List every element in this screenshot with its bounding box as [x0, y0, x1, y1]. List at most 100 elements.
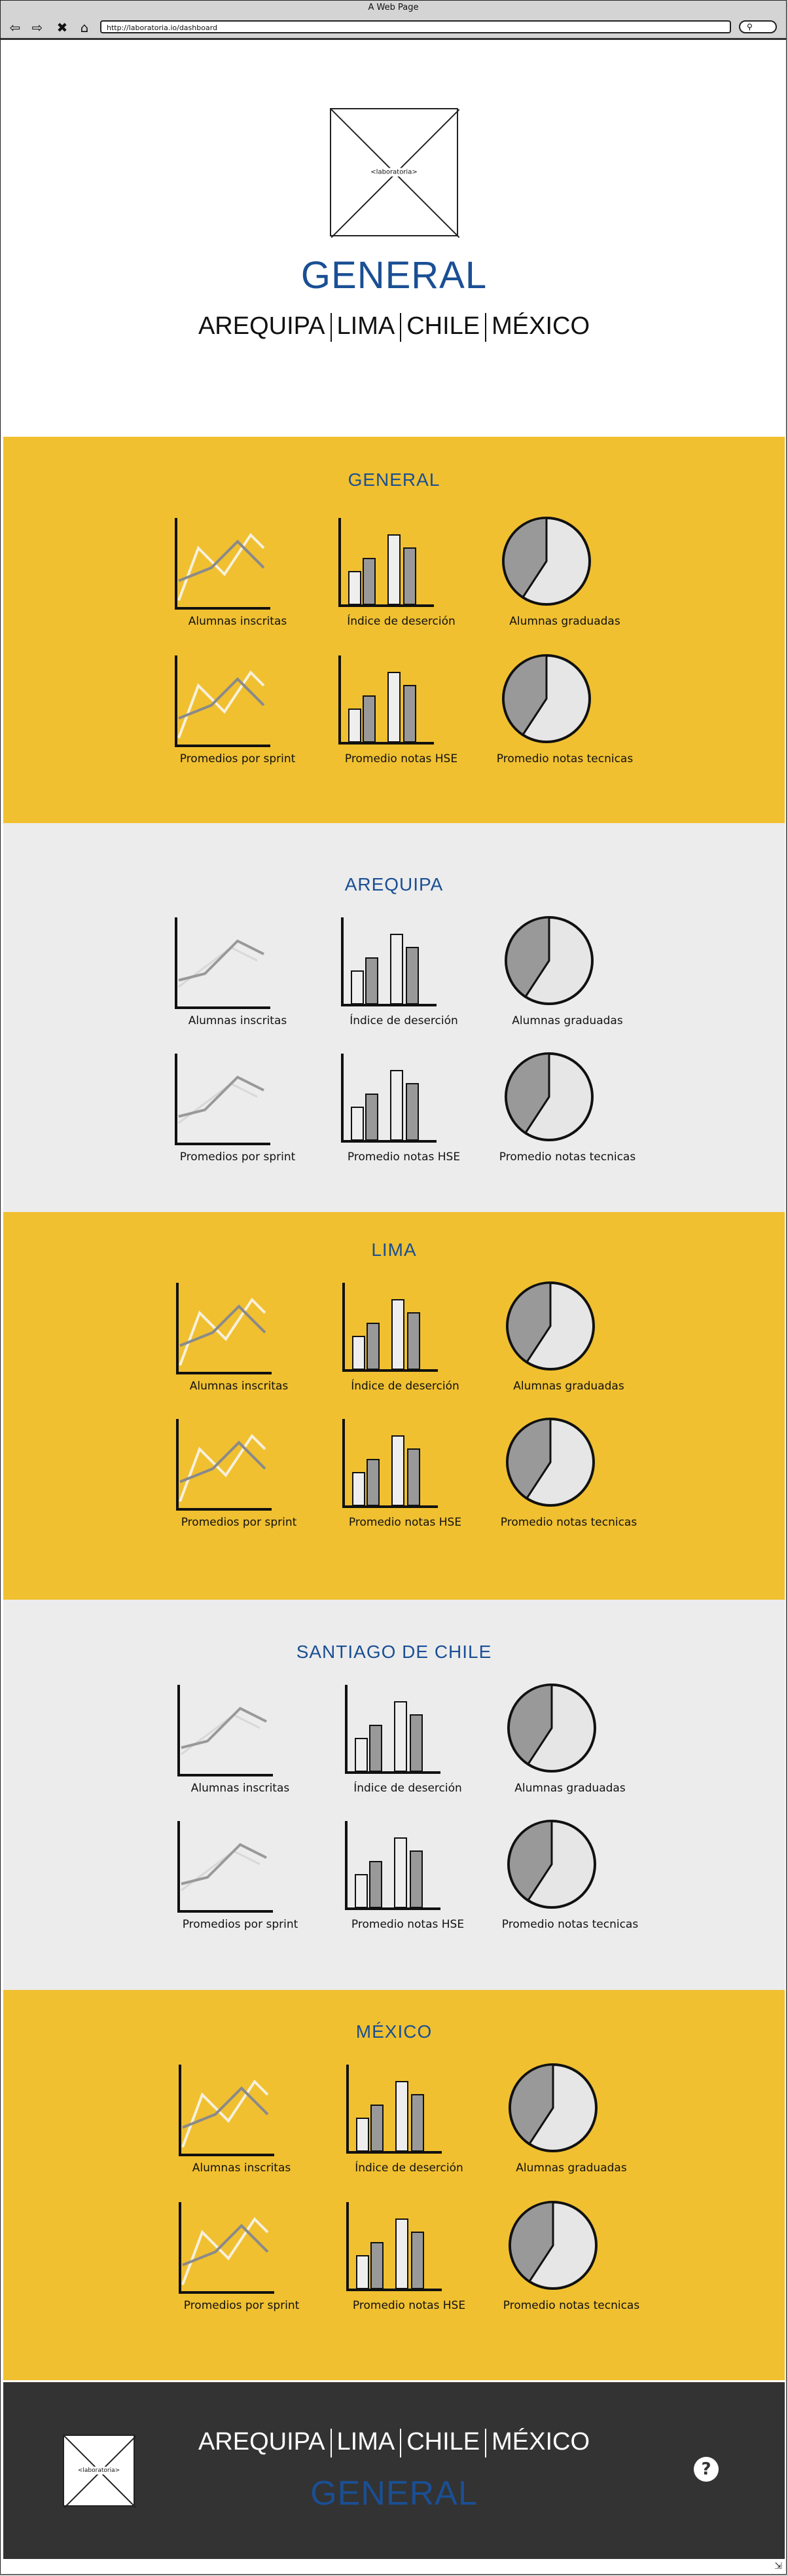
chart-bar — [351, 1107, 364, 1141]
chart-card[interactable]: Alumnas graduadas — [499, 515, 630, 633]
chart-label: Alumnas graduadas — [512, 1014, 623, 1027]
dashboard-section: GENERAL Alumnas inscritas Índice de deserc… — [3, 437, 785, 823]
chart-card[interactable]: Alumnas inscritas — [172, 915, 303, 1033]
chart-label: Promedio notas HSE — [352, 2299, 466, 2312]
chart-series-line — [182, 2224, 269, 2266]
chart-bar — [351, 970, 364, 1004]
chart-bar — [363, 558, 376, 605]
back-arrow-icon[interactable]: ⇦ — [9, 20, 21, 35]
chart-card[interactable]: Promedios por sprint — [175, 1818, 306, 1936]
footer-nav-item-mexico[interactable]: MÉXICO — [492, 2428, 590, 2456]
chart-card[interactable]: Alumnas inscritas — [173, 1280, 304, 1398]
chart-card[interactable]: Alumnas graduadas — [506, 2062, 637, 2180]
pie-slice — [508, 1684, 553, 1766]
pie-slice — [505, 1052, 550, 1135]
nav-item-lima[interactable]: LIMA — [336, 312, 395, 340]
pie-slice — [505, 916, 550, 999]
pie-chart-icon — [507, 1684, 596, 1773]
chart-bar — [391, 1299, 404, 1370]
chart-card[interactable]: Índice de deserción — [344, 2062, 475, 2180]
dashboard-section: MÉXICO Alumnas inscritas Índice de deserci… — [3, 1990, 785, 2380]
pie-slice — [503, 517, 548, 599]
chart-card[interactable]: Promedio notas tecnicas — [501, 1416, 637, 1534]
footer-logo[interactable]: <laboratoria> — [63, 2435, 136, 2508]
chart-card[interactable]: Índice de deserción — [336, 515, 467, 633]
chart-bar — [387, 534, 401, 605]
chart-card[interactable]: Índice de deserción — [338, 915, 469, 1033]
chart-card[interactable]: Alumnas inscritas — [176, 2062, 307, 2180]
chart-card[interactable]: Promedio notas HSE — [344, 2199, 475, 2317]
chart-series-line — [181, 1843, 267, 1885]
url-input[interactable]: http://laboratoria.io/dashboard — [100, 20, 731, 33]
line-chart-icon — [179, 2202, 274, 2294]
chart-card[interactable]: Promedios por sprint — [176, 2199, 307, 2317]
chart-label: Índice de deserción — [351, 1380, 459, 1393]
chart-card[interactable]: Alumnas inscritas — [172, 515, 303, 633]
chart-card[interactable]: Índice de deserción — [340, 1280, 471, 1398]
chart-series-line — [181, 2217, 269, 2285]
chart-label: Promedio notas HSE — [347, 1150, 461, 1164]
footer-nav-item-arequipa[interactable]: AREQUIPA — [198, 2428, 325, 2456]
bar-chart-icon — [338, 518, 434, 607]
chart-card[interactable]: Promedio notas HSE — [338, 1051, 469, 1169]
close-icon[interactable]: ✖ — [56, 20, 68, 35]
chart-series-line — [179, 1441, 266, 1483]
chart-bar — [410, 1714, 423, 1772]
chart-series-line — [179, 1433, 266, 1502]
chart-label: Índice de deserción — [355, 2162, 463, 2175]
chart-label: Alumnas inscritas — [192, 2162, 291, 2175]
chart-card[interactable]: Alumnas graduadas — [503, 1280, 634, 1398]
nav-item-mexico[interactable]: MÉXICO — [492, 312, 590, 340]
chart-label: Promedio notas tecnicas — [500, 1516, 637, 1529]
chart-card[interactable]: Promedio notas tecnicas — [497, 653, 633, 771]
footer-nav-item-lima[interactable]: LIMA — [336, 2428, 395, 2456]
chart-series-line — [178, 540, 265, 582]
chart-bar — [367, 1459, 380, 1506]
home-icon[interactable]: ⌂ — [80, 20, 89, 35]
nav-item-arequipa[interactable]: AREQUIPA — [198, 312, 325, 340]
chart-bar — [370, 2105, 384, 2152]
chart-card[interactable]: Índice de deserción — [342, 1682, 473, 1800]
logo[interactable]: <laboratoria> — [330, 108, 459, 238]
chart-label: Promedios por sprint — [183, 2299, 300, 2312]
chart-card[interactable]: Promedio notas tecnicas — [502, 1818, 638, 1936]
chart-label: Promedios por sprint — [179, 1150, 296, 1164]
resize-grip-icon[interactable]: ⇲ — [774, 2561, 782, 2571]
footer-title[interactable]: GENERAL — [310, 2475, 478, 2512]
help-icon[interactable]: ? — [694, 2457, 719, 2482]
chart-bar — [352, 1336, 365, 1370]
chart-series-line — [177, 670, 265, 739]
line-chart-icon — [176, 1283, 272, 1374]
chart-card[interactable]: Promedio notas HSE — [342, 1818, 473, 1936]
chart-card[interactable]: Alumnas graduadas — [502, 915, 633, 1033]
chart-card[interactable]: Promedio notas tecnicas — [499, 1051, 636, 1169]
logo-placeholder-label: <laboratoria> — [368, 168, 420, 177]
chart-label: Índice de deserción — [349, 1014, 458, 1027]
chart-card[interactable]: Promedio notas HSE — [340, 1416, 471, 1534]
chart-series-line — [177, 532, 265, 601]
pie-slice — [507, 1281, 552, 1364]
forward-arrow-icon[interactable]: ⇨ — [31, 20, 43, 35]
chart-card[interactable]: Promedio notas HSE — [336, 653, 467, 771]
chart-card[interactable]: Promedios por sprint — [173, 1416, 304, 1534]
chart-card[interactable]: Promedio notas tecnicas — [503, 2199, 639, 2317]
chart-label: Índice de deserción — [353, 1782, 462, 1795]
search-button[interactable]: ⚲ — [739, 20, 777, 33]
chart-card[interactable]: Promedios por sprint — [172, 653, 303, 771]
chart-bar — [403, 685, 416, 743]
nav-divider — [485, 312, 487, 342]
chart-card[interactable]: Promedios por sprint — [172, 1051, 303, 1169]
nav-divider — [485, 2428, 487, 2457]
chart-card[interactable]: Alumnas inscritas — [175, 1682, 306, 1800]
nav-item-chile[interactable]: CHILE — [406, 312, 480, 340]
chart-label: Alumnas inscritas — [189, 1380, 289, 1393]
chart-bar — [390, 1070, 403, 1141]
line-chart-icon — [175, 655, 270, 747]
chart-series-line — [178, 946, 258, 988]
dashboard-section: AREQUIPA Alumnas inscritas Índice de deser… — [3, 823, 785, 1212]
chart-bar — [365, 1094, 378, 1141]
footer-nav-item-chile[interactable]: CHILE — [406, 2428, 480, 2456]
chart-label: Promedio notas tecnicas — [496, 752, 634, 765]
chart-card[interactable]: Alumnas graduadas — [505, 1682, 636, 1800]
